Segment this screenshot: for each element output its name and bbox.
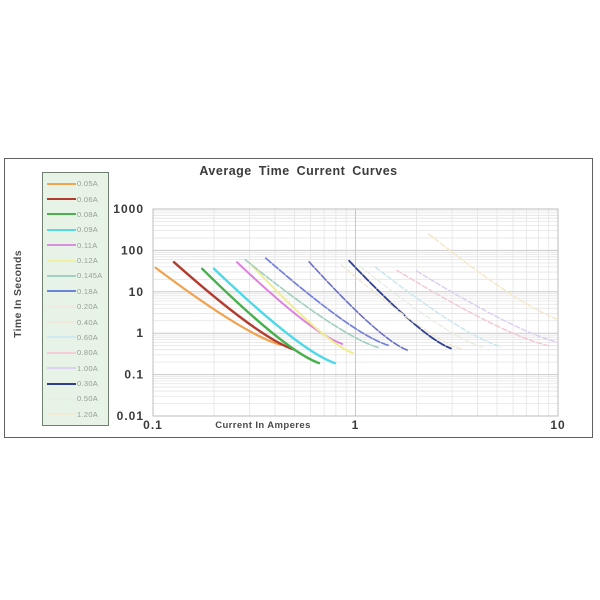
- legend-item: 0.08A: [43, 208, 108, 221]
- legend-swatch-line: [47, 290, 76, 293]
- legend-item-label: 0.60A: [77, 332, 99, 342]
- legend-swatch-line: [47, 244, 76, 247]
- legend-item-label: 0.40A: [77, 317, 99, 327]
- legend-item: 1.00A: [43, 362, 108, 375]
- legend-item-label: 0.11A: [77, 240, 98, 250]
- curve-0.06a: [172, 261, 296, 351]
- curve-1.20a: [428, 233, 558, 321]
- legend-item-label: 0.18A: [77, 286, 99, 296]
- y-tick-label: 0.01: [117, 409, 144, 423]
- curve-0.05a: [154, 266, 283, 347]
- legend-item-label: 1.00A: [77, 363, 99, 373]
- y-tick-label: 0.1: [124, 368, 144, 382]
- y-tick-label: 100: [121, 243, 144, 257]
- curve-0.12a: [248, 261, 354, 355]
- legend-swatch-line: [47, 274, 76, 277]
- legend-item-label: 0.08A: [77, 209, 99, 219]
- legend-swatch-line: [47, 351, 76, 354]
- legend-swatch-line: [47, 182, 76, 185]
- curve-0.20a: [308, 261, 408, 351]
- curve-0.18a: [264, 257, 390, 347]
- legend-item: 0.18A: [43, 285, 108, 298]
- curve-0.50a: [359, 265, 485, 349]
- y-tick-label: 1000: [113, 202, 144, 216]
- legend-item: 1.20A: [43, 408, 108, 421]
- legend-swatch-line: [47, 213, 76, 216]
- legend-swatch-line: [47, 305, 76, 308]
- curve-0.145a: [244, 258, 380, 349]
- curve-0.08a: [201, 267, 321, 365]
- legend-item: 0.09A: [43, 223, 108, 236]
- legend-item-label: 0.12A: [77, 256, 99, 266]
- legend-swatch-line: [47, 382, 76, 385]
- x-tick-label: 10: [550, 418, 565, 432]
- legend-item: 0.145A: [43, 269, 108, 282]
- curve-0.80a: [396, 269, 550, 347]
- legend-item: 0.20A: [43, 300, 108, 313]
- legend-box: 0.05A 0.06A 0.08A 0.09A 0.11A 0.12A 0.145A 0.18…: [42, 172, 109, 426]
- legend-item-label: 0.05A: [77, 179, 99, 189]
- legend-item: 0.11A: [43, 239, 108, 252]
- chart-frame: Average Time Current Curves Time In Seco…: [4, 158, 593, 438]
- legend-item-label: 0.50A: [77, 394, 99, 404]
- legend-swatch-line: [47, 413, 76, 416]
- legend-item: 0.50A: [43, 392, 108, 405]
- x-tick-label: 0.1: [143, 418, 163, 432]
- legend-item-label: 0.20A: [77, 302, 99, 312]
- legend-item: 0.30A: [43, 377, 108, 390]
- legend-swatch-line: [47, 397, 76, 400]
- y-tick-label: 10: [129, 285, 144, 299]
- legend-item-label: 0.30A: [77, 379, 99, 389]
- legend-item-label: 0.06A: [77, 194, 99, 204]
- curve-1.00a: [415, 270, 558, 344]
- curve-0.40a: [340, 264, 464, 351]
- x-tick-label: 1: [352, 418, 360, 432]
- legend-item: 0.40A: [43, 316, 108, 329]
- legend-item: 0.12A: [43, 254, 108, 267]
- legend-item: 0.80A: [43, 346, 108, 359]
- curve-0.60a: [374, 266, 502, 348]
- legend-swatch-line: [47, 198, 76, 201]
- legend-item-label: 1.20A: [77, 409, 99, 419]
- legend-item: 0.60A: [43, 331, 108, 344]
- chart-title: Average Time Current Curves: [199, 164, 398, 178]
- legend-item-label: 0.80A: [77, 348, 99, 358]
- x-axis-title: Current In Amperes: [215, 420, 311, 431]
- legend-swatch-line: [47, 259, 76, 262]
- curve-0.11a: [236, 261, 344, 345]
- legend-swatch-line: [47, 321, 76, 324]
- curve-0.30a: [348, 259, 452, 350]
- curve-0.09a: [212, 267, 336, 365]
- y-tick-label: 1: [136, 326, 144, 340]
- legend-item: 0.06A: [43, 193, 108, 206]
- legend-item-label: 0.145A: [77, 271, 103, 281]
- legend-swatch-line: [47, 228, 76, 231]
- plot-border: [152, 208, 559, 417]
- legend-swatch-line: [47, 336, 76, 339]
- legend-swatch-line: [47, 367, 76, 370]
- legend-item-label: 0.09A: [77, 225, 99, 235]
- legend-item: 0.05A: [43, 177, 108, 190]
